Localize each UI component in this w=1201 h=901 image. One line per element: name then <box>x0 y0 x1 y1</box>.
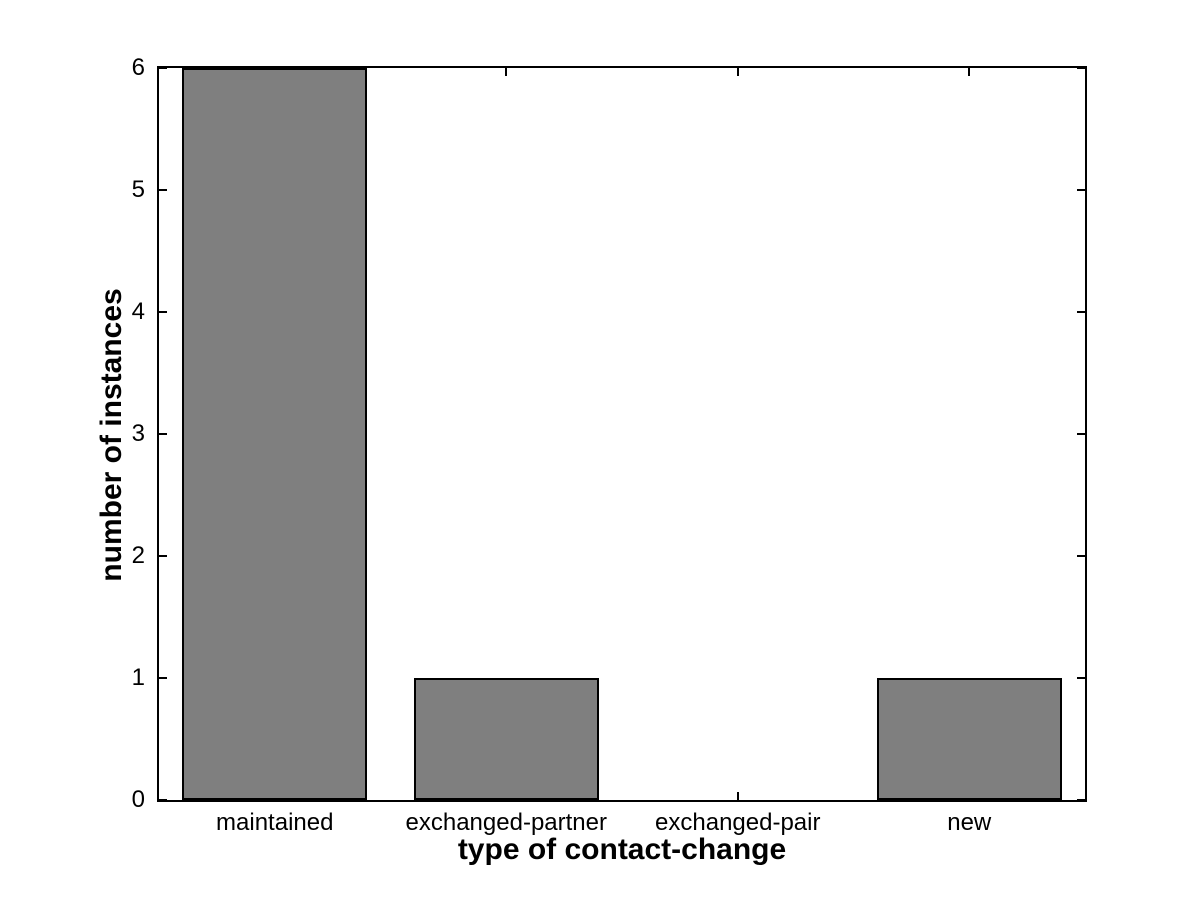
y-tick-label: 6 <box>131 54 145 81</box>
x-tick-label-new: new <box>947 809 992 836</box>
x-tick-mark <box>968 68 970 76</box>
y-tick-mark <box>159 189 167 191</box>
y-tick-label: 3 <box>131 420 145 447</box>
x-tick-label-exchanged-pair: exchanged-pair <box>655 809 821 836</box>
y-tick-mark <box>159 311 167 313</box>
y-tick-mark <box>1077 433 1085 435</box>
x-tick-mark <box>737 792 739 800</box>
y-tick-mark <box>1077 677 1085 679</box>
bar-maintained <box>182 68 367 800</box>
y-tick-label: 5 <box>131 176 145 203</box>
x-tick-label-maintained: maintained <box>216 809 334 836</box>
plot-area <box>157 66 1087 802</box>
x-tick-mark <box>737 68 739 76</box>
x-tick-label-exchanged-partner: exchanged-partner <box>405 809 607 836</box>
y-tick-label: 4 <box>131 298 145 325</box>
bar-exchanged-partner <box>414 678 599 800</box>
y-tick-mark <box>159 67 167 69</box>
y-tick-mark <box>1077 555 1085 557</box>
y-tick-mark <box>159 433 167 435</box>
y-tick-label: 2 <box>131 542 145 569</box>
x-tick-mark <box>505 68 507 76</box>
y-tick-mark <box>159 555 167 557</box>
y-tick-label: 0 <box>131 786 145 813</box>
y-tick-mark <box>159 677 167 679</box>
y-tick-mark <box>1077 67 1085 69</box>
y-tick-mark <box>1077 799 1085 801</box>
bar-new <box>877 678 1062 800</box>
x-axis-label: type of contact-change <box>457 833 787 866</box>
y-tick-mark <box>1077 311 1085 313</box>
y-tick-label: 1 <box>131 664 145 691</box>
y-tick-mark <box>1077 189 1085 191</box>
y-tick-mark <box>159 799 167 801</box>
